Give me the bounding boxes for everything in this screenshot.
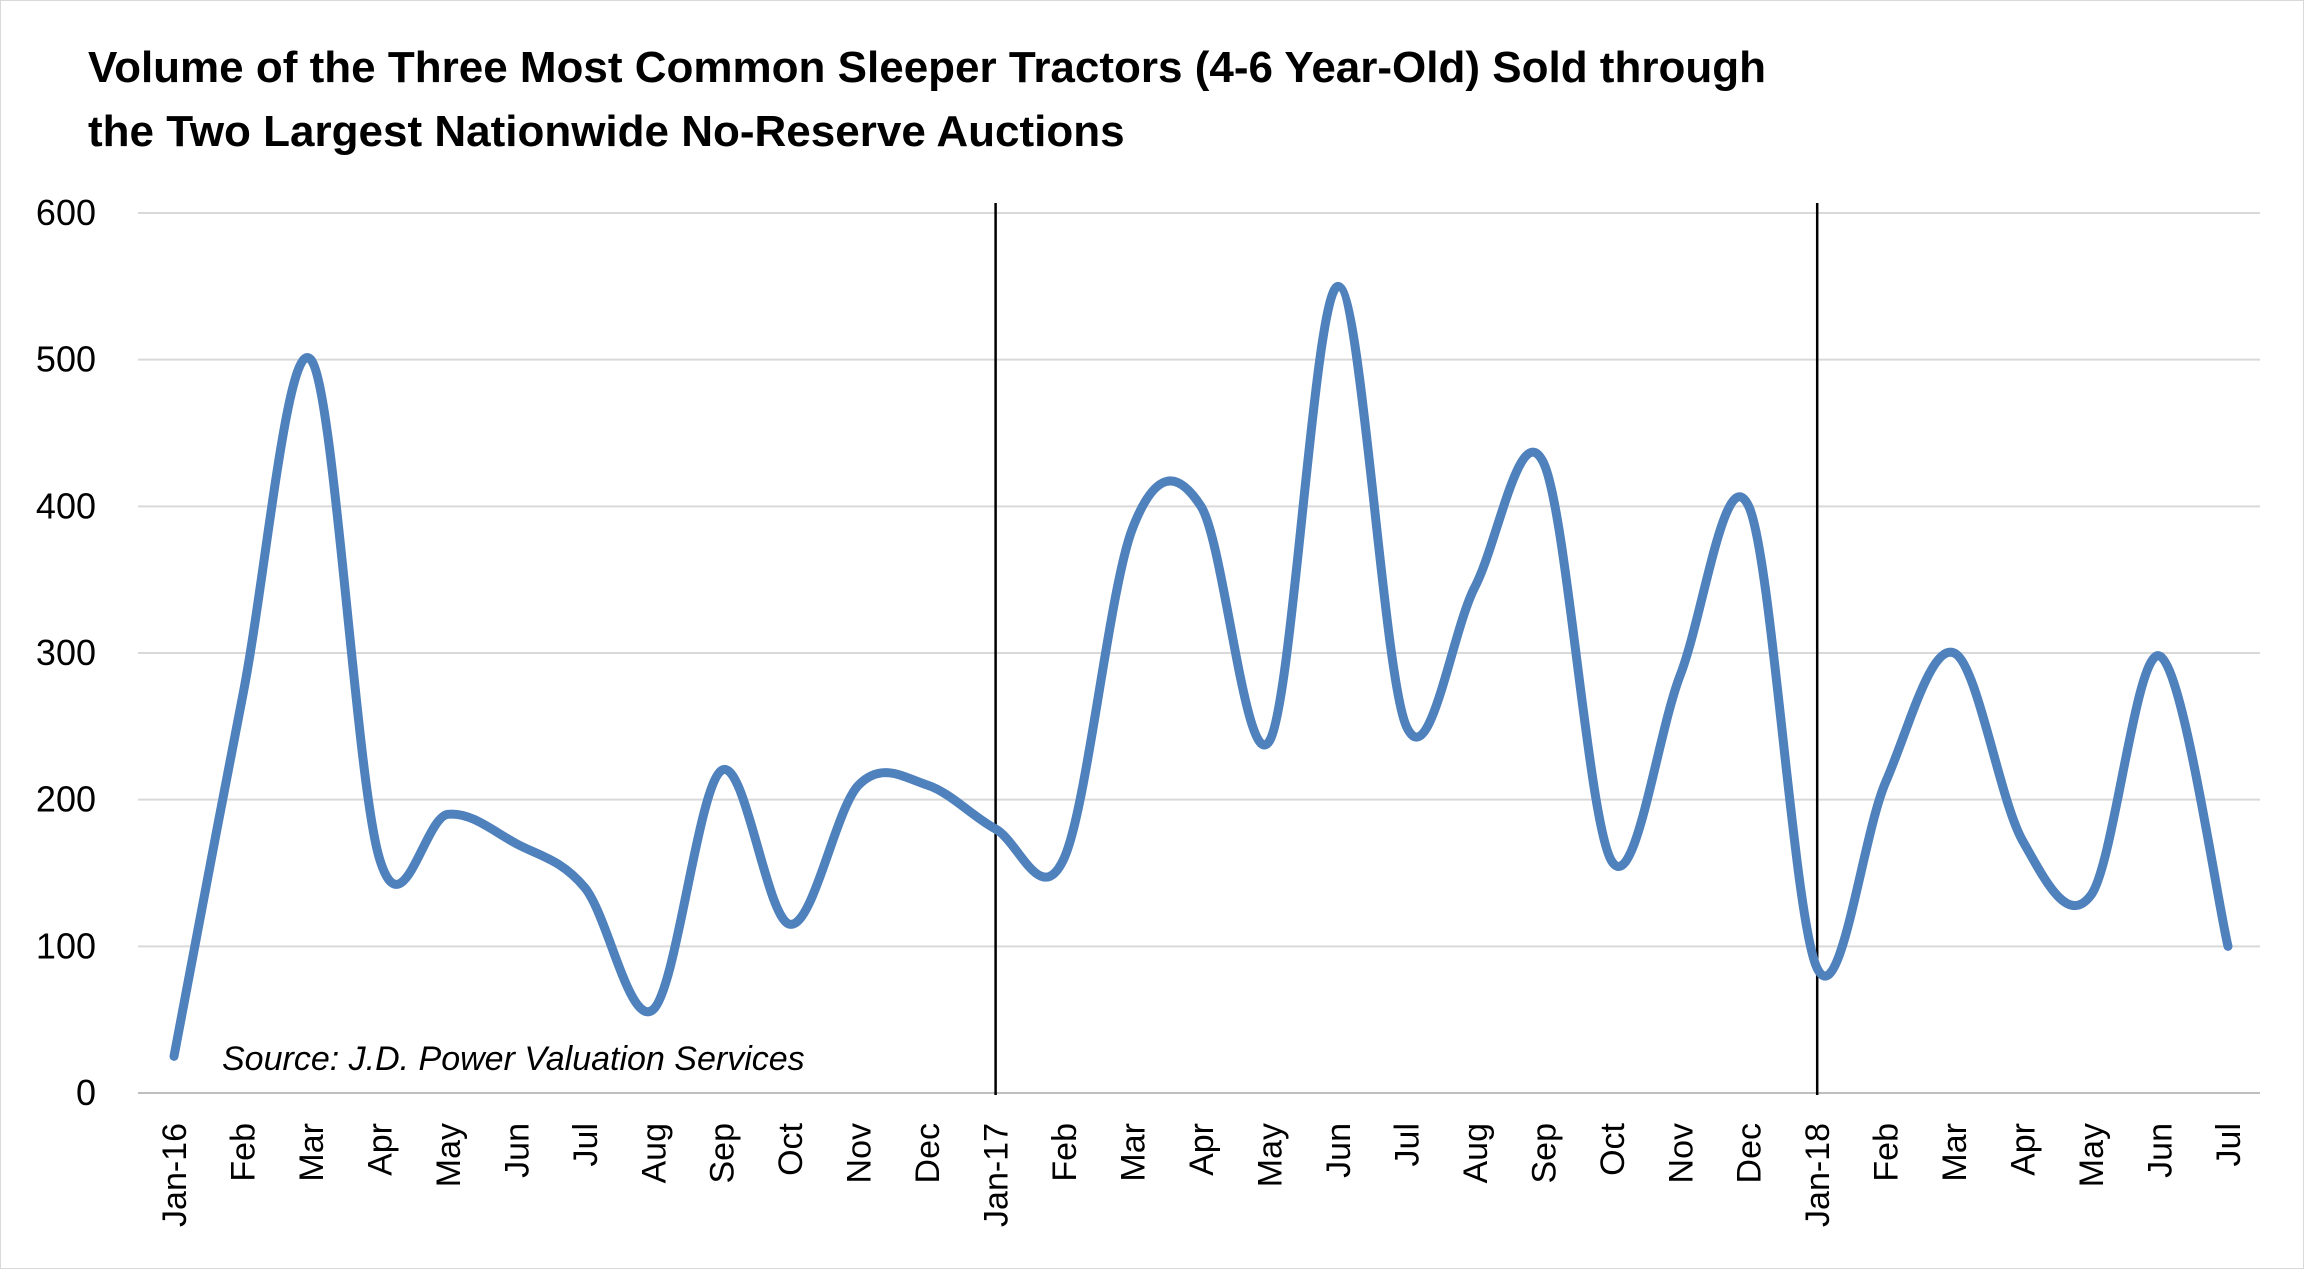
y-tick-label: 500	[36, 339, 96, 380]
y-tick-label: 0	[76, 1072, 96, 1113]
x-tick-label: May	[2073, 1123, 2111, 1187]
x-tick-label: Jun	[1320, 1123, 1358, 1178]
year-markers	[994, 203, 1819, 1095]
chart-title-line-2: the Two Largest Nationwide No-Reserve Au…	[88, 107, 1125, 156]
x-tick-label: Sep	[1525, 1123, 1563, 1184]
x-tick-label: Jun	[498, 1123, 536, 1178]
chart-title: Volume of the Three Most Common Sleeper …	[88, 36, 2088, 164]
x-tick-label: Apr	[1183, 1123, 1221, 1176]
chart-title-line-1: Volume of the Three Most Common Sleeper …	[88, 43, 1766, 92]
x-tick-label: Jul	[567, 1123, 605, 1166]
x-tick-label: Jan-17	[978, 1123, 1016, 1227]
source-annotation: Source: J.D. Power Valuation Services	[222, 1040, 805, 1078]
x-tick-label: Jul	[2210, 1123, 2248, 1166]
x-tick-label: Mar	[293, 1123, 331, 1182]
x-tick-label: Feb	[1046, 1123, 1084, 1182]
y-tick-label: 100	[36, 925, 96, 966]
x-tick-label: Dec	[909, 1123, 947, 1183]
x-tick-label: Aug	[1457, 1123, 1495, 1184]
x-tick-label: Apr	[361, 1123, 399, 1176]
x-tick-label: Mar	[1936, 1123, 1974, 1182]
x-tick-label: Mar	[1115, 1123, 1153, 1182]
x-tick-label: Dec	[1731, 1123, 1769, 1183]
series-group	[169, 281, 2233, 1061]
y-tick-label: 600	[36, 192, 96, 233]
x-tick-label: Apr	[2005, 1123, 2043, 1176]
x-tick-label: Nov	[1662, 1123, 1700, 1183]
gridlines	[138, 212, 2260, 1094]
x-tick-label: Feb	[1868, 1123, 1906, 1182]
x-tick-label: Jul	[1388, 1123, 1426, 1166]
x-tick-label: May	[430, 1123, 468, 1187]
y-tick-label: 200	[36, 779, 96, 820]
y-tick-label: 300	[36, 632, 96, 673]
x-tick-label: Aug	[635, 1123, 673, 1184]
x-tick-label: Oct	[772, 1122, 810, 1175]
x-tick-label: Sep	[704, 1123, 742, 1184]
x-tick-label: Feb	[224, 1123, 262, 1182]
y-axis-ticks: 0 100 200 300 400 500 600	[36, 192, 96, 1113]
y-tick-label: 400	[36, 485, 96, 526]
x-tick-label: Jan-18	[1799, 1123, 1837, 1227]
series-line	[169, 281, 2233, 1061]
x-axis-ticks: Jan-16 Feb Mar Apr May Jun Jul Aug Sep Oct Nov Dec J…	[156, 1122, 2248, 1227]
x-tick-label: Nov	[841, 1123, 879, 1183]
x-tick-label: Jan-16	[156, 1123, 194, 1227]
x-tick-label: Oct	[1594, 1122, 1632, 1175]
x-tick-label: Jun	[2142, 1123, 2180, 1178]
x-tick-label: May	[1251, 1123, 1289, 1187]
